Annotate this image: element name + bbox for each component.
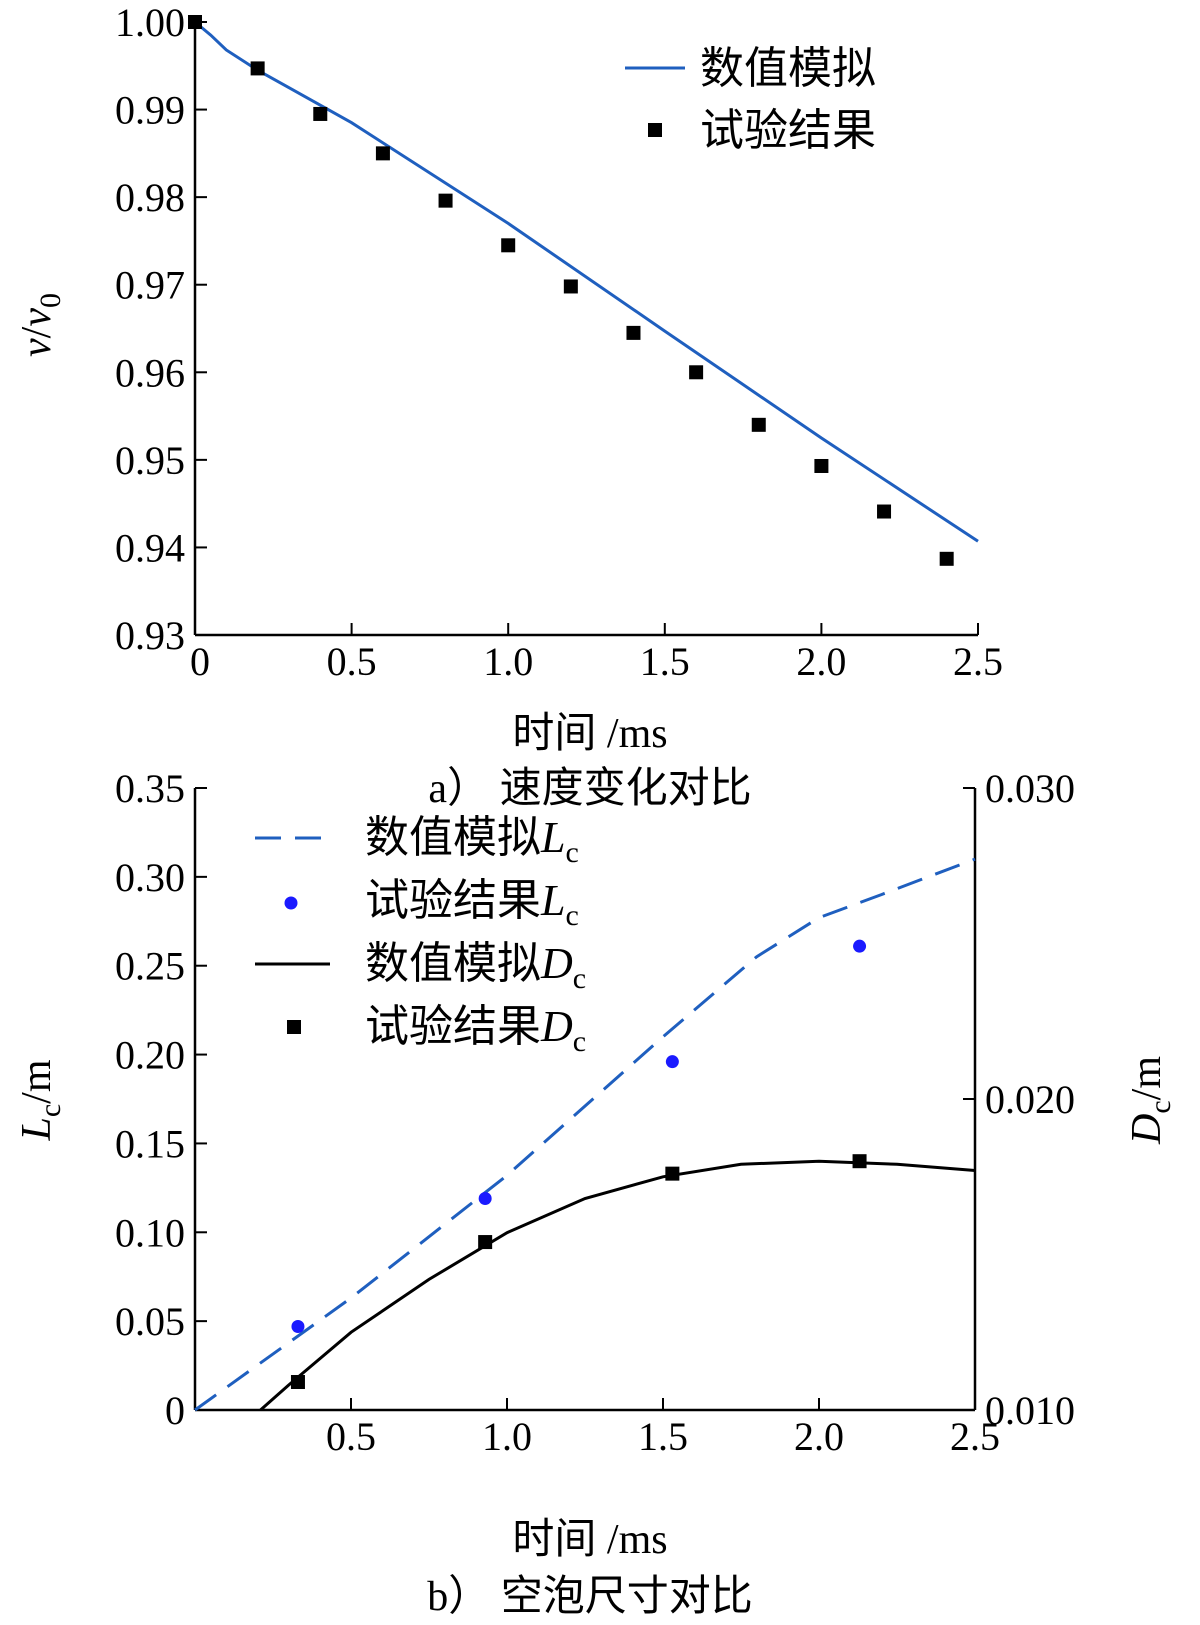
velocity-experiment-point: [689, 365, 704, 380]
cavity-left-y-tick-label: 0: [165, 1388, 185, 1433]
velocity-experiment-point: [313, 106, 328, 121]
velocity-y-tick-label: 0.98: [115, 175, 185, 220]
velocity-y-axis-label: v/v0: [14, 293, 67, 357]
velocity-experiment-point: [563, 279, 578, 294]
cavity-diameter-experiment-legend-label: 试验结果Dc: [365, 1002, 586, 1058]
chart-cavity-size: 0 0.05 0.10 0.15 0.20 0.25 0.30 0.35 0.010 0.020 0…: [14, 766, 1177, 1620]
cavity-x-tick-label: 1.0: [482, 1414, 532, 1459]
cavity-right-y-axis-label: Dc/m: [1124, 1056, 1177, 1145]
velocity-x-tick-label: 0: [190, 639, 210, 684]
velocity-experiment-point: [438, 193, 453, 208]
cavity-legend: 数值模拟Lc 试验结果Lc 数值模拟Dc 试验结果Dc: [255, 813, 586, 1058]
velocity-y-label-v: v: [14, 338, 60, 357]
velocity-y-label-v0: v: [14, 308, 60, 327]
cavity-left-y-tick-label: 0.35: [115, 766, 185, 811]
cavity-right-y-tick-label: 0.010: [985, 1388, 1075, 1433]
velocity-x-tick-label: 2.0: [796, 639, 846, 684]
cavity-length-experiment-legend-label: 试验结果Lc: [365, 876, 579, 932]
cavity-left-y-axis-label: Lc/m: [14, 1059, 67, 1141]
cavity-diameter-experiment-point: [478, 1235, 493, 1250]
cavity-length-simulation-line: [194, 857, 976, 1412]
right-y-label-unit: /m: [1124, 1056, 1170, 1101]
left-y-label-L: L: [14, 1117, 60, 1141]
cavity-left-y-tick-label: 0.10: [115, 1210, 185, 1255]
cavity-length-experiment-point: [853, 939, 867, 953]
cavity-caption: b） 空泡尺寸对比: [427, 1573, 753, 1620]
velocity-experiment-point: [501, 238, 516, 253]
velocity-experiment-point: [877, 504, 892, 519]
cavity-diameter-experiment-point: [290, 1375, 305, 1390]
velocity-x-tick-label: 0.5: [327, 639, 377, 684]
chart-velocity: 0.93 0.94 0.95 0.96 0.97 0.98 0.99 1.00 0 0.5 1.0 1…: [14, 0, 1003, 812]
right-y-label-D: D: [1124, 1114, 1170, 1145]
cavity-left-y-tick-label: 0.30: [115, 855, 185, 900]
cavity-left-y-tick-label: 0.25: [115, 944, 185, 989]
cavity-x-tick-label: 2.5: [950, 1414, 1000, 1459]
velocity-x-axis-label: 时间 /ms: [512, 711, 667, 757]
velocity-y-tick-label: 0.95: [115, 438, 185, 483]
velocity-x-tick-label: 1.5: [640, 639, 690, 684]
velocity-experiment-point: [375, 146, 390, 161]
cavity-left-y-tick-label: 0.15: [115, 1121, 185, 1166]
velocity-experiment-point: [939, 551, 954, 566]
velocity-experiment-point: [751, 417, 766, 432]
cavity-x-tick-label: 1.5: [638, 1414, 688, 1459]
cavity-diameter-simulation-line: [259, 1159, 976, 1412]
velocity-marks: [188, 15, 979, 566]
cavity-length-experiment-point: [291, 1319, 305, 1333]
cavity-x-axis-label: 时间 /ms: [512, 1517, 667, 1563]
cavity-diameter-experiment-point: [852, 1154, 867, 1169]
cavity-length-experiment-point: [665, 1055, 679, 1069]
legend-experiment-label: 试验结果: [700, 106, 876, 155]
cavity-left-y-tick-label: 0.05: [115, 1299, 185, 1344]
legend-experiment-swatch: [648, 123, 662, 137]
velocity-y-tick-label: 1.00: [115, 0, 185, 45]
velocity-experiment-point: [250, 61, 265, 76]
velocity-x-tick-label: 2.5: [953, 639, 1003, 684]
right-y-label-sub: c: [1144, 1100, 1177, 1113]
velocity-y-label-slash: /: [14, 326, 60, 338]
cavity-diameter-experiment-point: [665, 1166, 680, 1181]
velocity-experiment-point: [814, 458, 829, 473]
velocity-y-tick-label: 0.96: [115, 350, 185, 395]
cavity-diameter-experiment-legend-swatch: [287, 1020, 301, 1034]
cavity-right-y-tick-label: 0.020: [985, 1077, 1075, 1122]
cavity-x-tick-label: 0.5: [326, 1414, 376, 1459]
velocity-y-tick-label: 0.93: [115, 613, 185, 658]
cavity-length-simulation-legend-label: 数值模拟Lc: [365, 813, 579, 869]
cavity-length-experiment-point: [478, 1192, 492, 1206]
velocity-simulation-line: [194, 20, 979, 543]
velocity-y-tick-label: 0.94: [115, 525, 185, 570]
velocity-y-tick-label: 0.99: [115, 88, 185, 133]
cavity-axes: 0 0.05 0.10 0.15 0.20 0.25 0.30 0.35 0.010 0.020 0…: [115, 766, 1075, 1459]
cavity-diameter-simulation-legend-label: 数值模拟Dc: [365, 939, 586, 995]
left-y-label-unit: /m: [14, 1059, 60, 1104]
left-y-label-sub: c: [34, 1104, 67, 1117]
velocity-y-tick-label: 0.97: [115, 263, 185, 308]
legend-simulation-label: 数值模拟: [700, 44, 876, 93]
velocity-y-label-sub: 0: [34, 293, 67, 308]
cavity-left-y-tick-label: 0.20: [115, 1033, 185, 1078]
velocity-axes: 0.93 0.94 0.95 0.96 0.97 0.98 0.99 1.00 0 0.5 1.0 1…: [115, 0, 1003, 684]
cavity-length-experiment-legend-swatch: [284, 896, 298, 910]
velocity-experiment-point: [626, 325, 641, 340]
cavity-marks: [194, 857, 976, 1412]
velocity-caption: a） 速度变化对比: [428, 765, 751, 812]
velocity-x-tick-label: 1.0: [483, 639, 533, 684]
velocity-experiment-point: [188, 15, 202, 29]
cavity-right-y-tick-label: 0.030: [985, 766, 1075, 811]
cavity-x-tick-label: 2.0: [794, 1414, 844, 1459]
